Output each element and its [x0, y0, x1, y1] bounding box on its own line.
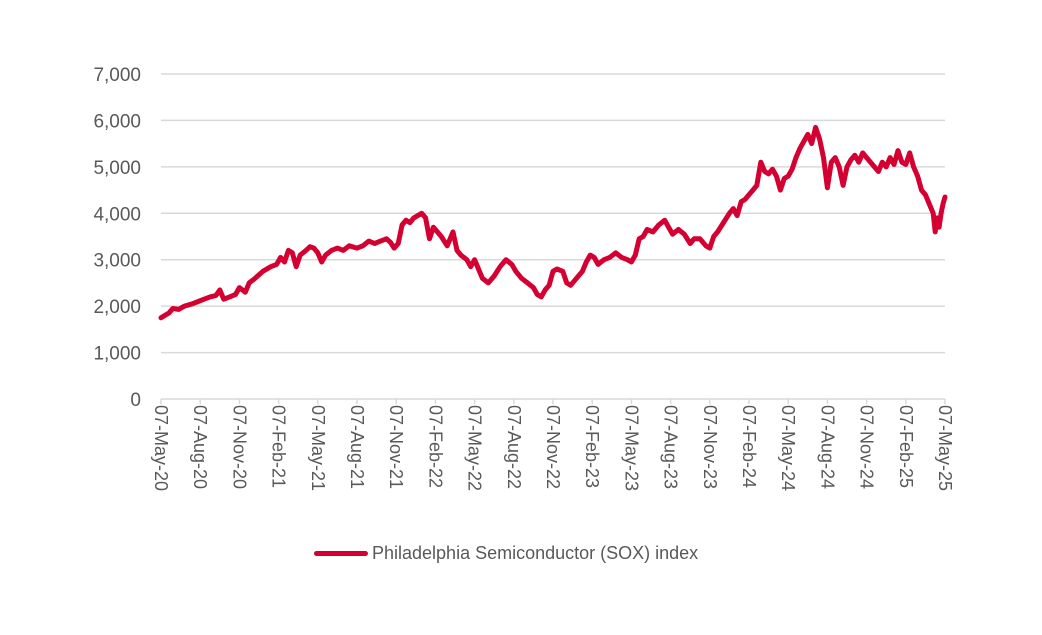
x-tick-label: 07-May-21 [308, 405, 328, 491]
x-tick-label: 07-Aug-23 [661, 405, 681, 489]
x-axis [160, 398, 946, 404]
y-tick-label: 7,000 [93, 65, 141, 86]
x-tick-label: 07-Feb-23 [582, 405, 602, 488]
x-tick-label: 07-Feb-21 [269, 405, 289, 488]
legend-label: Philadelphia Semiconductor (SOX) index [372, 543, 699, 563]
x-tick-label: 07-May-22 [465, 405, 485, 491]
y-tick-label: 6,000 [93, 111, 141, 132]
x-tick-label: 07-Nov-24 [857, 405, 877, 489]
y-tick-label: 3,000 [93, 251, 141, 272]
x-tick-label: 07-May-20 [151, 405, 171, 491]
y-axis-ticks: 0 1,000 2,000 3,000 4,000 5,000 6,000 7,000 [93, 65, 141, 411]
x-tick-label: 07-Aug-20 [190, 405, 210, 489]
x-tick-label: 07-May-24 [778, 405, 798, 491]
x-tick-label: 07-Nov-20 [229, 405, 249, 489]
x-axis-tick-labels: 07-May-20 07-Aug-20 07-Nov-20 07-Feb-21 07-M… [151, 405, 955, 491]
x-tick-label: 07-May-25 [935, 405, 955, 491]
x-tick-label: 07-Nov-23 [700, 405, 720, 489]
series-line [158, 124, 948, 321]
x-tick-label: 07-Aug-24 [817, 405, 837, 489]
x-tick-label: 07-Nov-22 [543, 405, 563, 489]
x-tick-label: 07-Feb-24 [739, 405, 759, 488]
legend-swatch [314, 551, 368, 556]
y-tick-label: 1,000 [93, 344, 141, 365]
series-group [158, 124, 948, 321]
y-tick-label: 4,000 [93, 204, 141, 225]
y-tick-label: 2,000 [93, 297, 141, 318]
x-tick-label: 07-Feb-22 [425, 405, 445, 488]
y-tick-label: 5,000 [93, 158, 141, 179]
x-tick-label: 07-May-23 [621, 405, 641, 491]
legend: Philadelphia Semiconductor (SOX) index [314, 543, 698, 564]
x-tick-label: 07-Feb-25 [896, 405, 916, 488]
x-tick-label: 07-Aug-22 [504, 405, 524, 489]
x-tick-label: 07-Nov-21 [386, 405, 406, 489]
gridlines [161, 73, 945, 354]
x-tick-label: 07-Aug-21 [347, 405, 367, 489]
y-tick-label: 0 [130, 390, 141, 411]
